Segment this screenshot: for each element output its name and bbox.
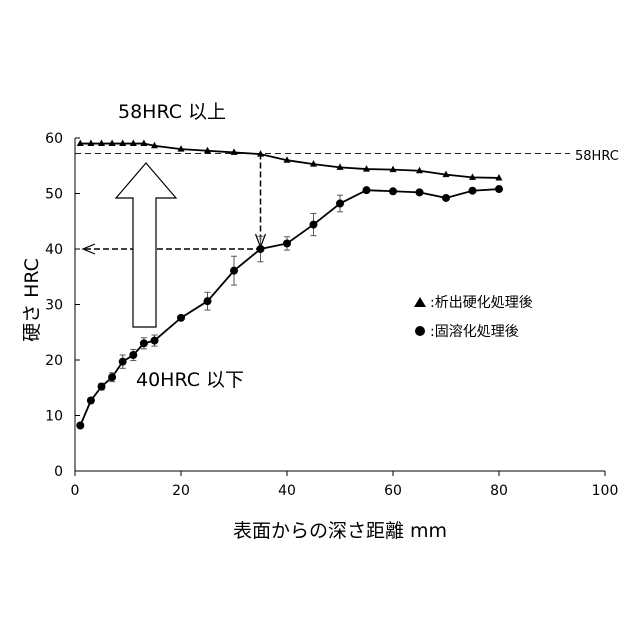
data-point-circle <box>129 351 137 359</box>
up-arrow-icon <box>116 163 176 327</box>
data-point-circle <box>204 297 212 305</box>
data-point-circle <box>442 194 450 202</box>
data-point-circle <box>495 185 503 193</box>
x-tick-label: 100 <box>592 483 619 499</box>
upper-annotation: 58HRC 以上 <box>118 101 226 123</box>
y-tick-label: 30 <box>45 298 63 314</box>
data-point-circle <box>87 397 95 405</box>
data-point-circle <box>230 267 238 275</box>
data-point-circle <box>151 337 159 345</box>
y-axis-label: 硬さ HRC <box>21 258 43 342</box>
data-point-circle <box>76 421 84 429</box>
data-point-circle <box>310 221 318 229</box>
x-tick-label: 60 <box>384 483 402 499</box>
data-point-circle <box>177 314 185 322</box>
data-point-circle <box>363 186 371 194</box>
data-point-circle <box>119 358 127 366</box>
legend-circle-marker <box>415 326 425 336</box>
x-tick-label: 20 <box>172 483 190 499</box>
legend-triangle-marker <box>414 297 426 307</box>
lower-annotation: 40HRC 以下 <box>136 369 244 391</box>
data-point-circle <box>416 188 424 196</box>
y-tick-label: 0 <box>54 464 63 480</box>
chart-svg: 58HRC 以上 40HRC 以下 58HRC 表面からの深さ距離 mm 硬さ … <box>0 0 640 640</box>
data-point-circle <box>257 245 265 253</box>
x-tick-label: 80 <box>490 483 508 499</box>
y-tick-label: 50 <box>45 187 63 203</box>
y-tick-label: 60 <box>45 131 63 147</box>
y-tick-label: 40 <box>45 242 63 258</box>
x-axis-label: 表面からの深さ距離 mm <box>233 520 447 542</box>
x-tick-label: 40 <box>278 483 296 499</box>
data-point-circle <box>98 383 106 391</box>
data-point-circle <box>283 239 291 247</box>
data-point-circle <box>469 187 477 195</box>
data-point-circle <box>108 373 116 381</box>
data-point-circle <box>140 339 148 347</box>
legend-label-precipitation: :析出硬化処理後 <box>430 295 533 311</box>
y-tick-label: 20 <box>45 353 63 369</box>
threshold-label: 58HRC <box>575 149 619 164</box>
y-tick-label: 10 <box>45 409 63 425</box>
x-tick-label: 0 <box>71 483 80 499</box>
data-point-circle <box>389 187 397 195</box>
legend-label-solution: :固溶化処理後 <box>430 324 519 340</box>
data-point-circle <box>336 199 344 207</box>
chart: 58HRC 以上 40HRC 以下 58HRC 表面からの深さ距離 mm 硬さ … <box>0 0 640 640</box>
